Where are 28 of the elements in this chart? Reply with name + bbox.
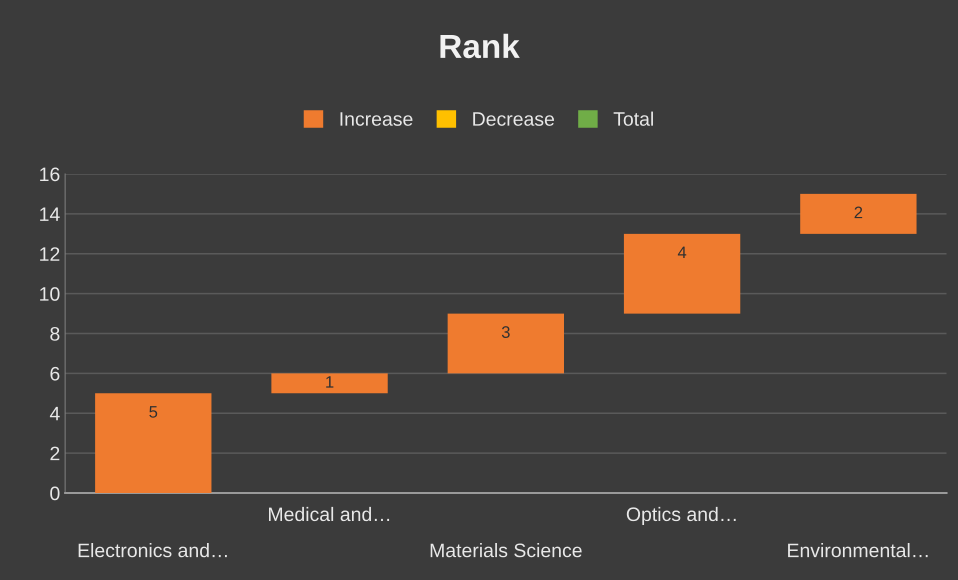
x-tick-label: Optics and… — [626, 506, 736, 526]
y-tick-label: 8 — [50, 326, 60, 341]
x-tick-label: Electronics and… — [78, 543, 227, 558]
legend-label: Total — [614, 112, 653, 126]
legend-label: Increase — [340, 112, 412, 126]
y-tick-label: 4 — [50, 406, 60, 420]
chart-title: Rank — [440, 34, 520, 58]
y-tick-label: 2 — [50, 446, 60, 460]
y-tick-label: 16 — [40, 167, 60, 182]
bar — [800, 194, 917, 234]
y-tick-label: 0 — [50, 486, 60, 500]
bar — [95, 393, 212, 493]
bar — [271, 373, 388, 394]
y-tick-label: 14 — [40, 208, 60, 221]
data-label: 4 — [678, 246, 686, 258]
y-tick-label: 12 — [40, 247, 60, 261]
y-tick-label: 6 — [50, 366, 60, 381]
bar — [624, 234, 740, 314]
legend-label: Decrease — [473, 112, 554, 126]
data-label: 1 — [326, 376, 334, 388]
x-tick-label: Medical and… — [269, 506, 390, 522]
bar — [448, 314, 564, 374]
data-label: 3 — [502, 326, 510, 338]
x-tick-label: Materials Science — [430, 543, 582, 558]
x-tick-label: Environmental… — [788, 543, 928, 558]
data-label: 2 — [854, 206, 862, 218]
data-label: 5 — [149, 406, 158, 418]
y-tick-label: 10 — [40, 287, 60, 301]
